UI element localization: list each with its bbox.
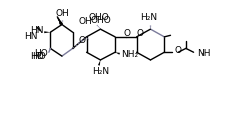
Polygon shape [97, 60, 100, 66]
Text: O: O [136, 29, 143, 38]
Polygon shape [44, 31, 50, 33]
Text: H₂N: H₂N [91, 67, 108, 76]
Text: HN: HN [25, 32, 38, 41]
Text: HO: HO [30, 52, 44, 61]
Text: O: O [78, 36, 85, 45]
Text: OH: OH [79, 17, 92, 26]
Polygon shape [115, 52, 119, 55]
Text: NH: NH [196, 49, 209, 58]
Text: OH: OH [55, 9, 68, 18]
Text: OHO: OHO [90, 15, 110, 25]
Text: O: O [173, 46, 180, 55]
Text: NH₂: NH₂ [121, 50, 138, 59]
Text: H₂N: H₂N [140, 13, 157, 22]
Text: HO: HO [32, 52, 45, 61]
Text: HO: HO [34, 49, 48, 58]
Text: O: O [123, 29, 130, 38]
Text: OHO: OHO [88, 13, 109, 22]
Text: HN: HN [30, 26, 43, 35]
